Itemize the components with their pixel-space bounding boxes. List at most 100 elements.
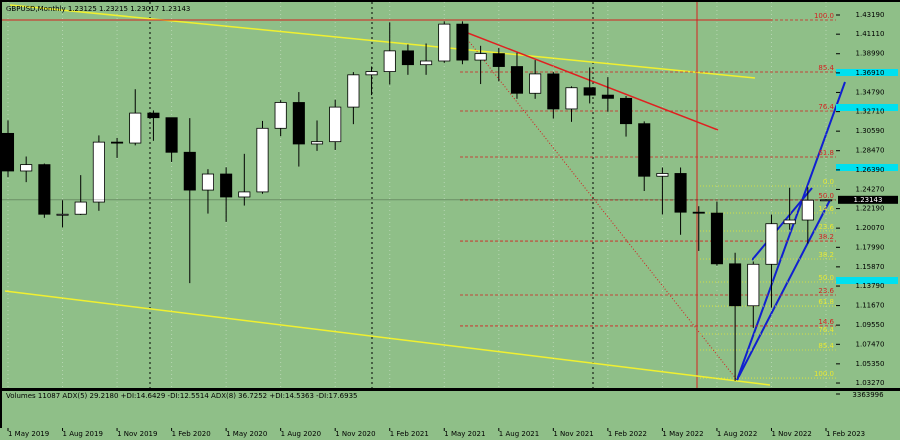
fib-label: 38.2 [818,251,834,259]
candle-body [20,164,33,172]
indicator-panel [2,391,836,428]
candle-body [401,50,414,66]
fib-label: 0.0 [823,178,834,186]
level-marker [836,164,898,171]
fib-label: 23.6 [818,223,834,231]
fib-label: 50.0 [818,192,834,200]
y-tick-label: 1.34790 [856,88,885,96]
candle-body [129,112,142,144]
candle-body [656,173,669,177]
candle-body [674,173,687,213]
candle-body [111,141,124,144]
candle-body [765,223,778,265]
candle-body [692,211,705,214]
fib-label: 61.8 [818,149,834,157]
candle-body [310,141,324,145]
fib-label: 14.6 [818,318,834,326]
candle-body [601,94,614,99]
level-marker [836,69,898,76]
indicator-max-label: 3363996 [852,391,884,399]
candle-body [220,173,233,198]
drawings [2,2,898,388]
x-tick-label: 1 Feb 2023 [826,430,865,438]
trend-line [736,199,831,381]
y-tick-label: 1.43190 [856,11,885,19]
candle-body [383,50,396,73]
candle-body [74,201,87,215]
level-marker [836,277,898,284]
candle-body [492,53,505,67]
price-axis [836,2,900,388]
x-tick-label: 1 Feb 2021 [390,430,429,438]
y-tick-label: 1.32710 [856,108,885,116]
y-tick-label: 1.03270 [856,379,885,387]
candle-body [583,87,596,96]
y-tick-label: 1.11670 [856,302,885,310]
candle-body [238,191,251,198]
candle-body [329,106,342,143]
fib-label: 85.4 [818,64,834,72]
candle-body [165,117,178,153]
x-tick-label: 1 May 2022 [662,430,703,438]
candle-body [201,173,214,191]
candle-body [547,73,560,110]
price-panel [2,2,836,388]
candle-body [801,199,814,221]
fib-label: 76.4 [818,326,834,334]
time-axis [0,428,900,440]
x-tick-label: 1 Nov 2019 [117,430,157,438]
y-tick-label: 1.17990 [856,243,885,251]
y-tick-label: 1.24270 [856,185,885,193]
trend-line [459,29,719,131]
fib-label: 85.4 [818,342,834,350]
chart-title: GBPUSD,Monthly 1.23125 1.23215 1.23017 1… [6,5,190,13]
y-tick-label: 1.07470 [856,340,885,348]
candle-body [420,60,433,66]
y-tick-label: 1.05350 [856,360,885,368]
y-tick-label: 1.38990 [856,50,885,58]
trend-line [4,290,771,386]
candle-body [565,87,578,110]
candle-body [438,23,451,62]
candle-body [183,151,196,191]
fib-label: 23.6 [818,287,834,295]
candle-body [38,164,51,215]
x-tick-label: 1 May 2021 [444,430,485,438]
x-tick-label: 1 Feb 2022 [608,430,647,438]
indicator-legend: Volumes 11087 ADX(5) 29.2180 +DI:14.6429… [6,392,357,400]
fib-label: 100.0 [814,12,834,20]
y-tick-label: 1.09550 [856,321,885,329]
candle-body [292,102,305,145]
indicator-axis [836,391,900,428]
y-tick-label: 1.13790 [856,282,885,290]
x-tick-label: 1 Aug 2021 [499,430,539,438]
x-tick-label: 1 Nov 2022 [771,430,811,438]
y-tick-label: 1.41110 [856,30,885,38]
candle-body [347,74,360,108]
x-tick-label: 1 May 2019 [8,430,49,438]
candle-body [638,123,651,177]
fib-label: 76.4 [818,103,834,111]
candle-body [710,212,723,265]
fib-label: 100.0 [814,370,834,378]
candle-body [274,102,287,129]
y-tick-label: 1.15870 [856,263,885,271]
x-tick-label: 1 May 2020 [226,430,267,438]
candle-body [56,213,69,216]
candle-body [365,71,378,76]
x-tick-label: 1 Aug 2022 [717,430,757,438]
candle-body [92,141,105,203]
candle-body [1,132,15,172]
last-price-box [838,195,898,204]
candle-body [256,127,269,193]
candle-body [474,53,487,61]
trend-line [9,4,756,79]
x-tick-label: 1 Aug 2020 [281,430,321,438]
last-price-label: 1.23143 [854,196,883,204]
candle-body [783,219,796,225]
candle-body [729,263,742,307]
candle-body [620,97,633,125]
candle-body [510,66,524,94]
